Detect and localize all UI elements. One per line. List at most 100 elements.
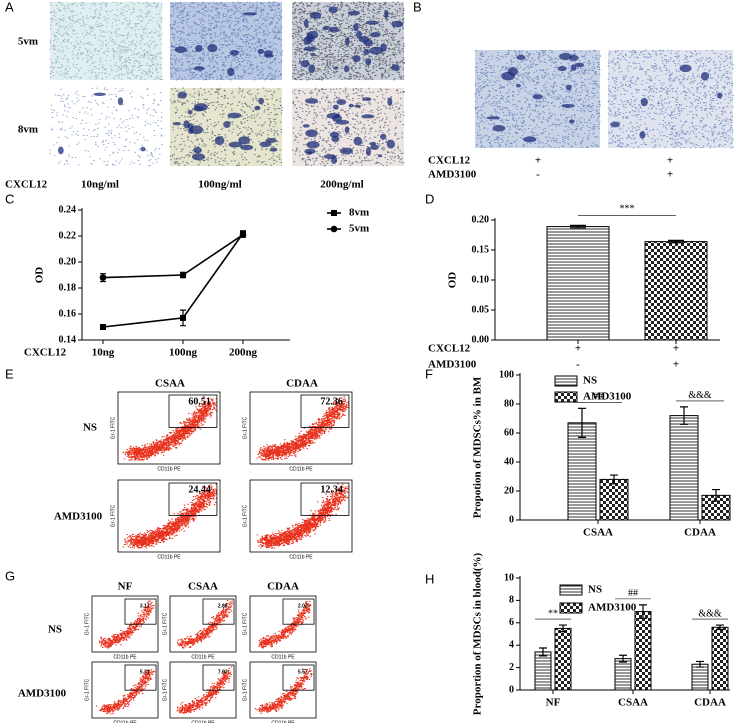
error-bar [639,604,647,619]
gate-percent: 3.17 [140,603,150,609]
cell-cluster [380,43,387,52]
cell-cluster [345,37,350,46]
y-axis-title: Proportion of MDSCs in blood(%) [472,552,484,715]
gate-percent: 5.21 [140,669,150,675]
legend-swatch [554,391,578,403]
error-bar [716,624,724,631]
error-bar [619,654,627,663]
flow-axis-label: CD11b PE [113,654,137,660]
y-tick-label: 0.10 [472,274,490,285]
cell-cluster [263,53,274,58]
column-label: NF [118,581,133,593]
significance-mark: ** [548,608,558,619]
cell-cluster [243,12,257,16]
legend-swatch [554,375,578,387]
cell-cluster [356,30,362,39]
significance-mark: ## [628,588,638,599]
legend-marker [330,225,338,233]
flow-axis-label: Gr-1 FITC [242,612,248,635]
cell-cluster [384,9,389,19]
y-tick-label: 8 [509,595,514,606]
series-line [102,234,244,279]
marker [99,274,107,281]
cell-cluster [304,18,309,28]
axis-label: CXCL12 [5,179,48,191]
panel-letter: C [5,191,14,206]
y-axis-title: OD [447,272,459,289]
flow-events [95,669,156,715]
marker [239,231,247,238]
flow-axis-label: Gr-1 FITC [110,416,116,439]
cell-cluster [140,146,146,152]
flow-axis-label: CD11b PE [289,554,313,560]
column-label: CDAA [267,581,299,593]
row-label: NS [48,624,62,636]
condition-sign: + [535,155,541,167]
legend-label: NS [588,584,602,596]
cell-cluster [229,49,240,56]
cell-cluster [310,52,316,57]
condition-name: CXCL12 [428,155,471,167]
cell-cluster [353,22,359,32]
marker [179,271,187,279]
cell-cluster [195,44,203,52]
column-label: CSAA [188,581,218,593]
cell-cluster [365,20,379,25]
error-bar [578,407,586,438]
panel-letter: E [5,366,14,381]
gate [168,482,218,516]
gate-percent: 60.51 [188,396,211,407]
cell-dots [49,1,164,81]
gate-percent: 72.36 [320,396,343,407]
flow-axis-label: Gr-1 FITC [84,612,90,635]
cell-cluster [303,46,318,51]
cell-cluster [306,140,320,149]
condition-name: CXCL12 [428,343,471,355]
cell-cluster [391,20,404,28]
cell-cluster [362,97,372,101]
cell-cluster [333,66,339,70]
cell-cluster [575,62,585,68]
cell-cluster [369,142,377,146]
x-tick-label: CDAA [694,697,726,709]
cell-cluster [57,146,64,155]
error-bar [559,624,567,633]
y-axis-title: OD [34,267,46,284]
cell-cluster [187,109,193,115]
cell-cluster [207,44,218,53]
significance-mark: ## [593,392,603,403]
gate [282,598,315,625]
flow-axis-label: Gr-1 FITC [110,504,116,527]
cell-cluster [193,66,205,71]
cell-dots [169,1,284,81]
x-tick-label: 200ng [229,347,258,359]
panel-letter: A [5,0,14,14]
legend-label: AMD3100 [583,391,632,403]
cell-cluster [486,116,501,120]
condition-sign: + [673,343,679,355]
cell-cluster [365,58,372,66]
cell-cluster [191,153,206,161]
bar [567,422,597,521]
bar [691,663,709,691]
cell-cluster [302,124,310,128]
y-tick-label: 4 [509,639,514,650]
legend-swatch [559,584,583,596]
row-label: 5vm [18,36,38,48]
cell-cluster [177,91,187,99]
cell-cluster [353,136,363,146]
cell-cluster [523,136,537,143]
cell-cluster [343,65,350,73]
cell-dots [474,49,602,149]
y-tick-label: 100 [499,369,514,380]
error-bar [696,660,704,668]
y-tick-label: 6 [509,617,514,628]
cell-cluster [570,64,577,71]
cell-cluster [363,49,370,56]
bar [711,626,729,691]
gate-percent: 24.44 [188,484,211,495]
x-tick-label: NF [546,697,561,709]
cell-cluster [303,36,312,45]
gate-percent: 7.02 [218,669,228,675]
cell-cluster [391,64,400,71]
